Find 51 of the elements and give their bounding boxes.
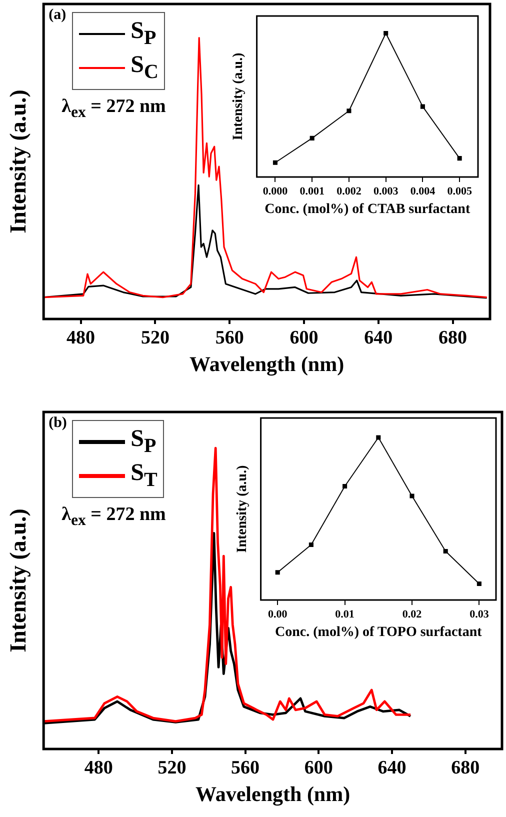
- x-axis-title: Conc. (mol%) of CTAB surfactant: [264, 202, 470, 218]
- x-tick-label: 600: [290, 327, 318, 348]
- x-axis-title: Wavelength (nm): [190, 352, 344, 376]
- point: [376, 435, 381, 440]
- text: (b): [48, 415, 67, 432]
- x-tick-label: 560: [231, 757, 260, 778]
- y-axis-title: Intensity (a.u.): [235, 464, 250, 553]
- x-tick-label: 0.000: [262, 185, 288, 198]
- x-tick-label: 0.005: [447, 185, 472, 198]
- x-tick-label: 680: [451, 757, 480, 778]
- x-tick-label: 0.003: [373, 185, 399, 198]
- point: [443, 548, 448, 554]
- point: [310, 136, 314, 140]
- x-axis-title: Wavelength (nm): [196, 782, 350, 806]
- annotation: λ$_{ex}$ = 272 nm: [62, 96, 166, 122]
- x-tick-label: 0.00: [268, 608, 288, 620]
- x-tick-label: 0.02: [402, 608, 422, 620]
- legend-label: S$_{P}$: [130, 426, 156, 458]
- y-axis-title: Intensity (a.u.): [231, 52, 246, 140]
- x-tick-label: 480: [66, 327, 96, 348]
- point: [420, 104, 425, 109]
- x-tick-label: 0.01: [335, 608, 354, 620]
- x-tick-label: 0.03: [470, 608, 490, 620]
- x-tick-label: 0.001: [300, 185, 324, 198]
- legend-label: S$_{T}$: [130, 460, 158, 492]
- point: [346, 108, 352, 114]
- point: [410, 494, 414, 498]
- point: [476, 581, 482, 586]
- text: (a): [48, 7, 66, 24]
- x-axis-title: Conc. (mol%) of TOPO surfactant: [275, 625, 482, 640]
- legend-label: S$_{C}$: [130, 52, 158, 84]
- x-tick-label: 600: [304, 757, 333, 778]
- y-axis-title: Intensity (a.u.): [6, 90, 31, 234]
- x-tick-label: 680: [438, 327, 468, 348]
- point: [384, 30, 388, 36]
- x-tick-label: 560: [215, 327, 244, 348]
- legend-label: S$_{P}$: [130, 18, 156, 50]
- x-tick-label: 640: [364, 327, 393, 348]
- y-axis-title: Intensity (a.u.): [6, 508, 31, 652]
- point: [275, 570, 280, 575]
- x-tick-label: 0.004: [410, 185, 436, 198]
- point: [308, 542, 314, 548]
- x-tick-label: 640: [378, 757, 406, 778]
- x-tick-label: 0.002: [336, 185, 362, 198]
- x-tick-label: 520: [158, 757, 186, 778]
- point: [342, 484, 348, 489]
- annotation: λ$_{ex}$ = 272 nm: [62, 504, 166, 530]
- x-tick-label: 480: [84, 757, 113, 778]
- point: [457, 156, 462, 161]
- point: [272, 160, 278, 165]
- x-tick-label: 520: [140, 327, 170, 348]
